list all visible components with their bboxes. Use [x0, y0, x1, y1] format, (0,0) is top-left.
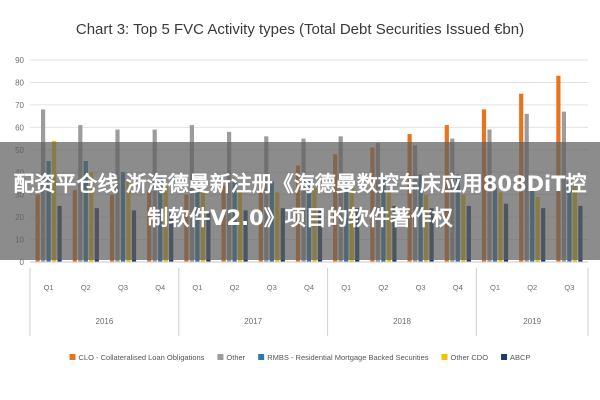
legend-swatch: [501, 354, 508, 360]
x-tick-label: Q1: [490, 283, 500, 292]
legend-label: CLO - Collateralised Loan Obligations: [79, 353, 205, 362]
legend-swatch: [258, 354, 265, 360]
legend: CLO - Collateralised Loan Obligations Oth…: [69, 353, 530, 362]
x-tick-label: Q4: [304, 283, 314, 292]
x-group-label: 2016: [96, 317, 114, 326]
y-tick-label: 70: [15, 101, 24, 110]
x-tick-label: Q4: [453, 283, 463, 292]
x-tick-label: Q3: [267, 283, 277, 292]
x-group-label: 2018: [393, 317, 411, 326]
x-tick-label: Q2: [527, 283, 537, 292]
y-tick-label: 80: [15, 78, 24, 87]
x-group-label: 2019: [523, 317, 541, 326]
x-tick-label: Q3: [564, 283, 574, 292]
x-tick-label: Q1: [192, 283, 202, 292]
x-tick-label: Q2: [81, 283, 91, 292]
legend-label: RMBS - Residential Mortgage Backed Secur…: [267, 353, 429, 362]
x-tick-label: Q2: [378, 283, 388, 292]
x-tick-label: Q1: [341, 283, 351, 292]
x-tick-label: Q3: [416, 283, 426, 292]
legend-label: Other CDO: [451, 353, 489, 362]
overlay-banner: 配资平仓线 浙海德曼新注册《海德曼数控车床应用808DiT控制软件V2.0》项目…: [0, 142, 600, 260]
y-tick-label: 90: [15, 56, 24, 65]
x-tick-label: Q4: [155, 283, 165, 292]
x-tick-label: Q1: [44, 283, 54, 292]
x-tick-label: Q3: [118, 283, 128, 292]
x-tick-label: Q2: [230, 283, 240, 292]
x-axis: Q1 Q2 Q3 Q4 Q1 Q2 Q3 Q4 Q1 Q2 Q3 Q4 Q1 Q2 Q3 2016 2017 20…: [29, 261, 589, 336]
legend-label: Other: [226, 353, 245, 362]
y-tick-label: 60: [15, 123, 24, 132]
overlay-caption: 配资平仓线 浙海德曼新注册《海德曼数控车床应用808DiT控制软件V2.0》项目…: [13, 172, 587, 230]
chart-title: Chart 3: Top 5 FVC Activity types (Total…: [76, 21, 524, 38]
x-group-label: 2017: [244, 317, 262, 326]
legend-swatch: [441, 354, 448, 360]
legend-label: ABCP: [510, 353, 530, 362]
legend-swatch: [69, 354, 76, 360]
legend-swatch: [217, 354, 224, 360]
y-tick-label: 0: [20, 258, 25, 267]
